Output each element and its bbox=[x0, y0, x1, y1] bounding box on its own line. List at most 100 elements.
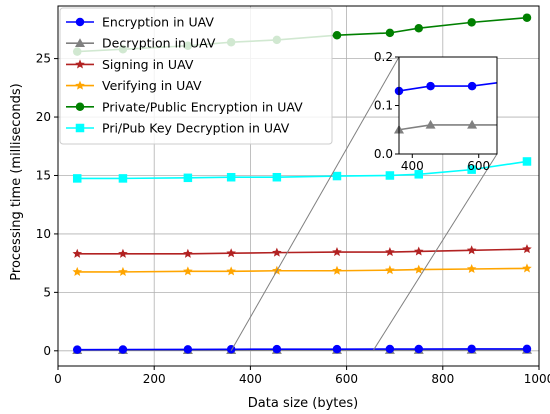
data-point bbox=[467, 81, 477, 91]
data-point bbox=[385, 265, 395, 275]
legend-label: Decryption in UAV bbox=[102, 36, 216, 51]
data-point bbox=[466, 245, 477, 255]
series-3 bbox=[72, 263, 532, 276]
data-point bbox=[385, 344, 395, 354]
inset-x-tick-label: 400 bbox=[401, 159, 424, 173]
data-point bbox=[467, 165, 476, 174]
zoom-connector-lines bbox=[230, 56, 498, 352]
series-line bbox=[77, 160, 528, 180]
data-point bbox=[272, 344, 282, 354]
data-point bbox=[75, 59, 85, 69]
inset-axes: 400 600 0.0 0.1 0.2 bbox=[374, 50, 498, 173]
legend-entry: Signing in UAV bbox=[66, 57, 194, 72]
data-point bbox=[413, 246, 424, 256]
data-point bbox=[72, 345, 82, 354]
data-point bbox=[385, 171, 395, 180]
legend-entry: Verifying in UAV bbox=[66, 78, 202, 93]
y-tick-label: 20 bbox=[36, 110, 51, 124]
legend-label: Encryption in UAV bbox=[102, 15, 214, 30]
data-point bbox=[332, 171, 342, 181]
data-point bbox=[522, 263, 532, 273]
data-point bbox=[118, 266, 128, 276]
legend-label: Private/Public Encryption in UAV bbox=[102, 99, 303, 114]
data-point bbox=[467, 18, 476, 27]
data-point bbox=[522, 344, 532, 354]
inset-y-tick-label: 0.2 bbox=[374, 50, 393, 64]
zoom-line bbox=[230, 56, 400, 352]
data-point bbox=[118, 345, 128, 354]
data-point bbox=[272, 247, 282, 257]
series-line bbox=[77, 348, 527, 351]
data-point bbox=[522, 244, 532, 254]
data-point bbox=[75, 123, 85, 133]
data-point bbox=[183, 266, 193, 276]
data-point bbox=[467, 344, 476, 354]
data-point bbox=[75, 38, 85, 47]
data-point bbox=[72, 174, 82, 183]
data-point bbox=[183, 345, 193, 354]
data-point bbox=[118, 248, 128, 258]
data-point bbox=[414, 170, 423, 179]
x-tick-label: 0 bbox=[54, 372, 62, 386]
series-line bbox=[77, 267, 527, 273]
data-point bbox=[466, 263, 477, 274]
data-point bbox=[385, 28, 395, 38]
plot-frame bbox=[57, 5, 540, 367]
data-point bbox=[183, 248, 193, 258]
series-2 bbox=[72, 244, 532, 258]
data-point bbox=[226, 248, 236, 258]
legend-entry: Private/Public Encryption in UAV bbox=[66, 99, 303, 114]
data-point bbox=[72, 266, 82, 276]
x-tick-label: 600 bbox=[335, 372, 358, 386]
data-point bbox=[332, 247, 342, 257]
x-tick-label: 400 bbox=[239, 372, 262, 386]
inset-y-tick-label: 0.0 bbox=[374, 147, 393, 161]
data-point bbox=[425, 119, 436, 129]
data-point bbox=[413, 264, 424, 274]
legend-entry: Pri/Pub Key Decryption in UAV bbox=[66, 121, 290, 136]
y-tick-label: 5 bbox=[43, 285, 51, 299]
series-line bbox=[77, 248, 527, 255]
y-tick-label: 0 bbox=[43, 344, 51, 358]
inset-series-line bbox=[399, 124, 497, 131]
data-point bbox=[414, 23, 423, 33]
data-point bbox=[522, 157, 532, 166]
x-tick-label: 800 bbox=[431, 372, 454, 386]
y-tick-label: 25 bbox=[36, 52, 51, 66]
legend-entry: Encryption in UAV bbox=[66, 15, 214, 30]
data-point bbox=[414, 344, 423, 354]
data-point bbox=[118, 174, 128, 183]
inset-y-tick-label: 0.1 bbox=[374, 99, 393, 113]
series-5 bbox=[72, 157, 532, 183]
data-point bbox=[332, 30, 342, 40]
x-axis-label: Data size (bytes) bbox=[248, 396, 358, 411]
y-tick-label: 15 bbox=[36, 168, 51, 182]
x-tick-label: 200 bbox=[143, 372, 166, 386]
data-point bbox=[272, 172, 282, 182]
data-point bbox=[72, 248, 82, 258]
data-point bbox=[226, 266, 236, 276]
legend-entry: Decryption in UAV bbox=[66, 36, 216, 51]
data-point bbox=[426, 81, 435, 91]
y-tick-label: 10 bbox=[36, 227, 51, 241]
data-point bbox=[75, 80, 85, 90]
data-point bbox=[332, 344, 342, 354]
zoom-line bbox=[372, 153, 498, 352]
legend-box bbox=[59, 7, 333, 145]
legend-label: Verifying in UAV bbox=[102, 78, 202, 93]
legend-label: Pri/Pub Key Decryption in UAV bbox=[102, 121, 290, 136]
inset-background bbox=[399, 57, 497, 154]
y-axis-label: Processing time (milliseconds) bbox=[9, 83, 24, 280]
series-0 bbox=[72, 344, 532, 354]
data-point bbox=[332, 265, 342, 275]
data-point bbox=[75, 17, 85, 27]
data-point bbox=[385, 247, 395, 257]
data-point bbox=[75, 102, 85, 112]
legend-label: Signing in UAV bbox=[102, 57, 194, 72]
data-point bbox=[522, 13, 532, 22]
data-point bbox=[467, 119, 478, 129]
data-point bbox=[226, 172, 236, 182]
